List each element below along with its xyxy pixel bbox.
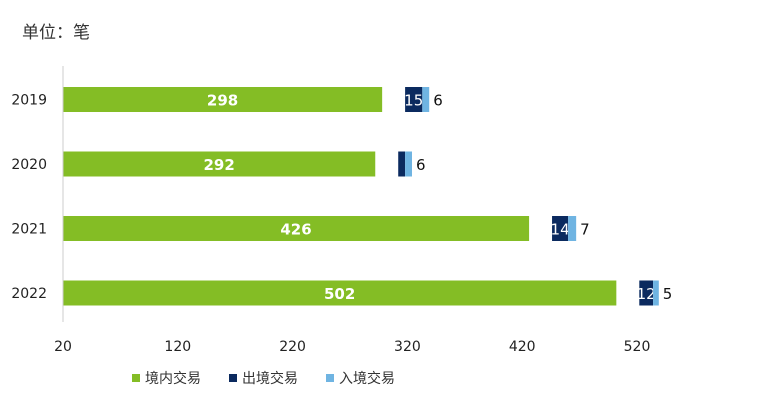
bar-segment xyxy=(568,216,577,241)
bar-segment xyxy=(63,280,617,306)
bar-segment xyxy=(405,151,412,177)
data-label: 12 xyxy=(637,285,656,303)
x-tick-label: 20 xyxy=(54,339,72,355)
category-label: 2019 xyxy=(11,93,47,109)
category-label: 2020 xyxy=(11,157,47,173)
plot-area: 2019 298 15 6 2020 292 6 6 2021 426 14 7 2022 502 12 5 xyxy=(11,87,672,306)
data-label: 6 xyxy=(387,156,397,174)
data-label: 15 xyxy=(404,92,423,110)
data-label: 5 xyxy=(663,285,673,303)
data-label: 6 xyxy=(433,92,443,110)
bar-segment xyxy=(398,151,406,177)
data-label: 7 xyxy=(580,221,590,239)
x-tick-label: 520 xyxy=(624,339,651,355)
x-tick-label: 220 xyxy=(279,339,306,355)
x-tick-label: 120 xyxy=(164,339,191,355)
bar-segment xyxy=(653,280,659,306)
bar-segment xyxy=(63,87,383,112)
legend: 境内交易 出境交易 入境交易 xyxy=(132,370,395,387)
data-label: 426 xyxy=(280,221,311,239)
legend-swatch xyxy=(132,374,140,382)
category-label: 2021 xyxy=(11,222,47,238)
data-label: 298 xyxy=(207,92,238,110)
bar-segment xyxy=(422,87,430,112)
legend-label: 出境交易 xyxy=(242,370,298,387)
legend-swatch xyxy=(229,374,237,382)
data-label: 502 xyxy=(324,285,355,303)
data-label: 292 xyxy=(203,156,234,174)
legend-label: 境内交易 xyxy=(145,370,201,387)
bar-segment xyxy=(63,216,530,241)
data-label: 14 xyxy=(551,221,570,239)
bar-segment xyxy=(63,151,376,177)
legend-swatch xyxy=(326,374,334,382)
category-label: 2022 xyxy=(11,286,47,302)
bar-segment xyxy=(639,280,654,306)
x-tick-label: 420 xyxy=(509,339,536,355)
x-axis: 20 120 220 320 420 520 xyxy=(54,66,650,355)
x-tick-label: 320 xyxy=(394,339,421,355)
legend-label: 入境交易 xyxy=(339,370,395,387)
bar-segment xyxy=(405,87,423,112)
bar-segment xyxy=(552,216,569,241)
unit-label: 单位：笔 xyxy=(22,23,90,43)
data-label: 6 xyxy=(416,156,426,174)
